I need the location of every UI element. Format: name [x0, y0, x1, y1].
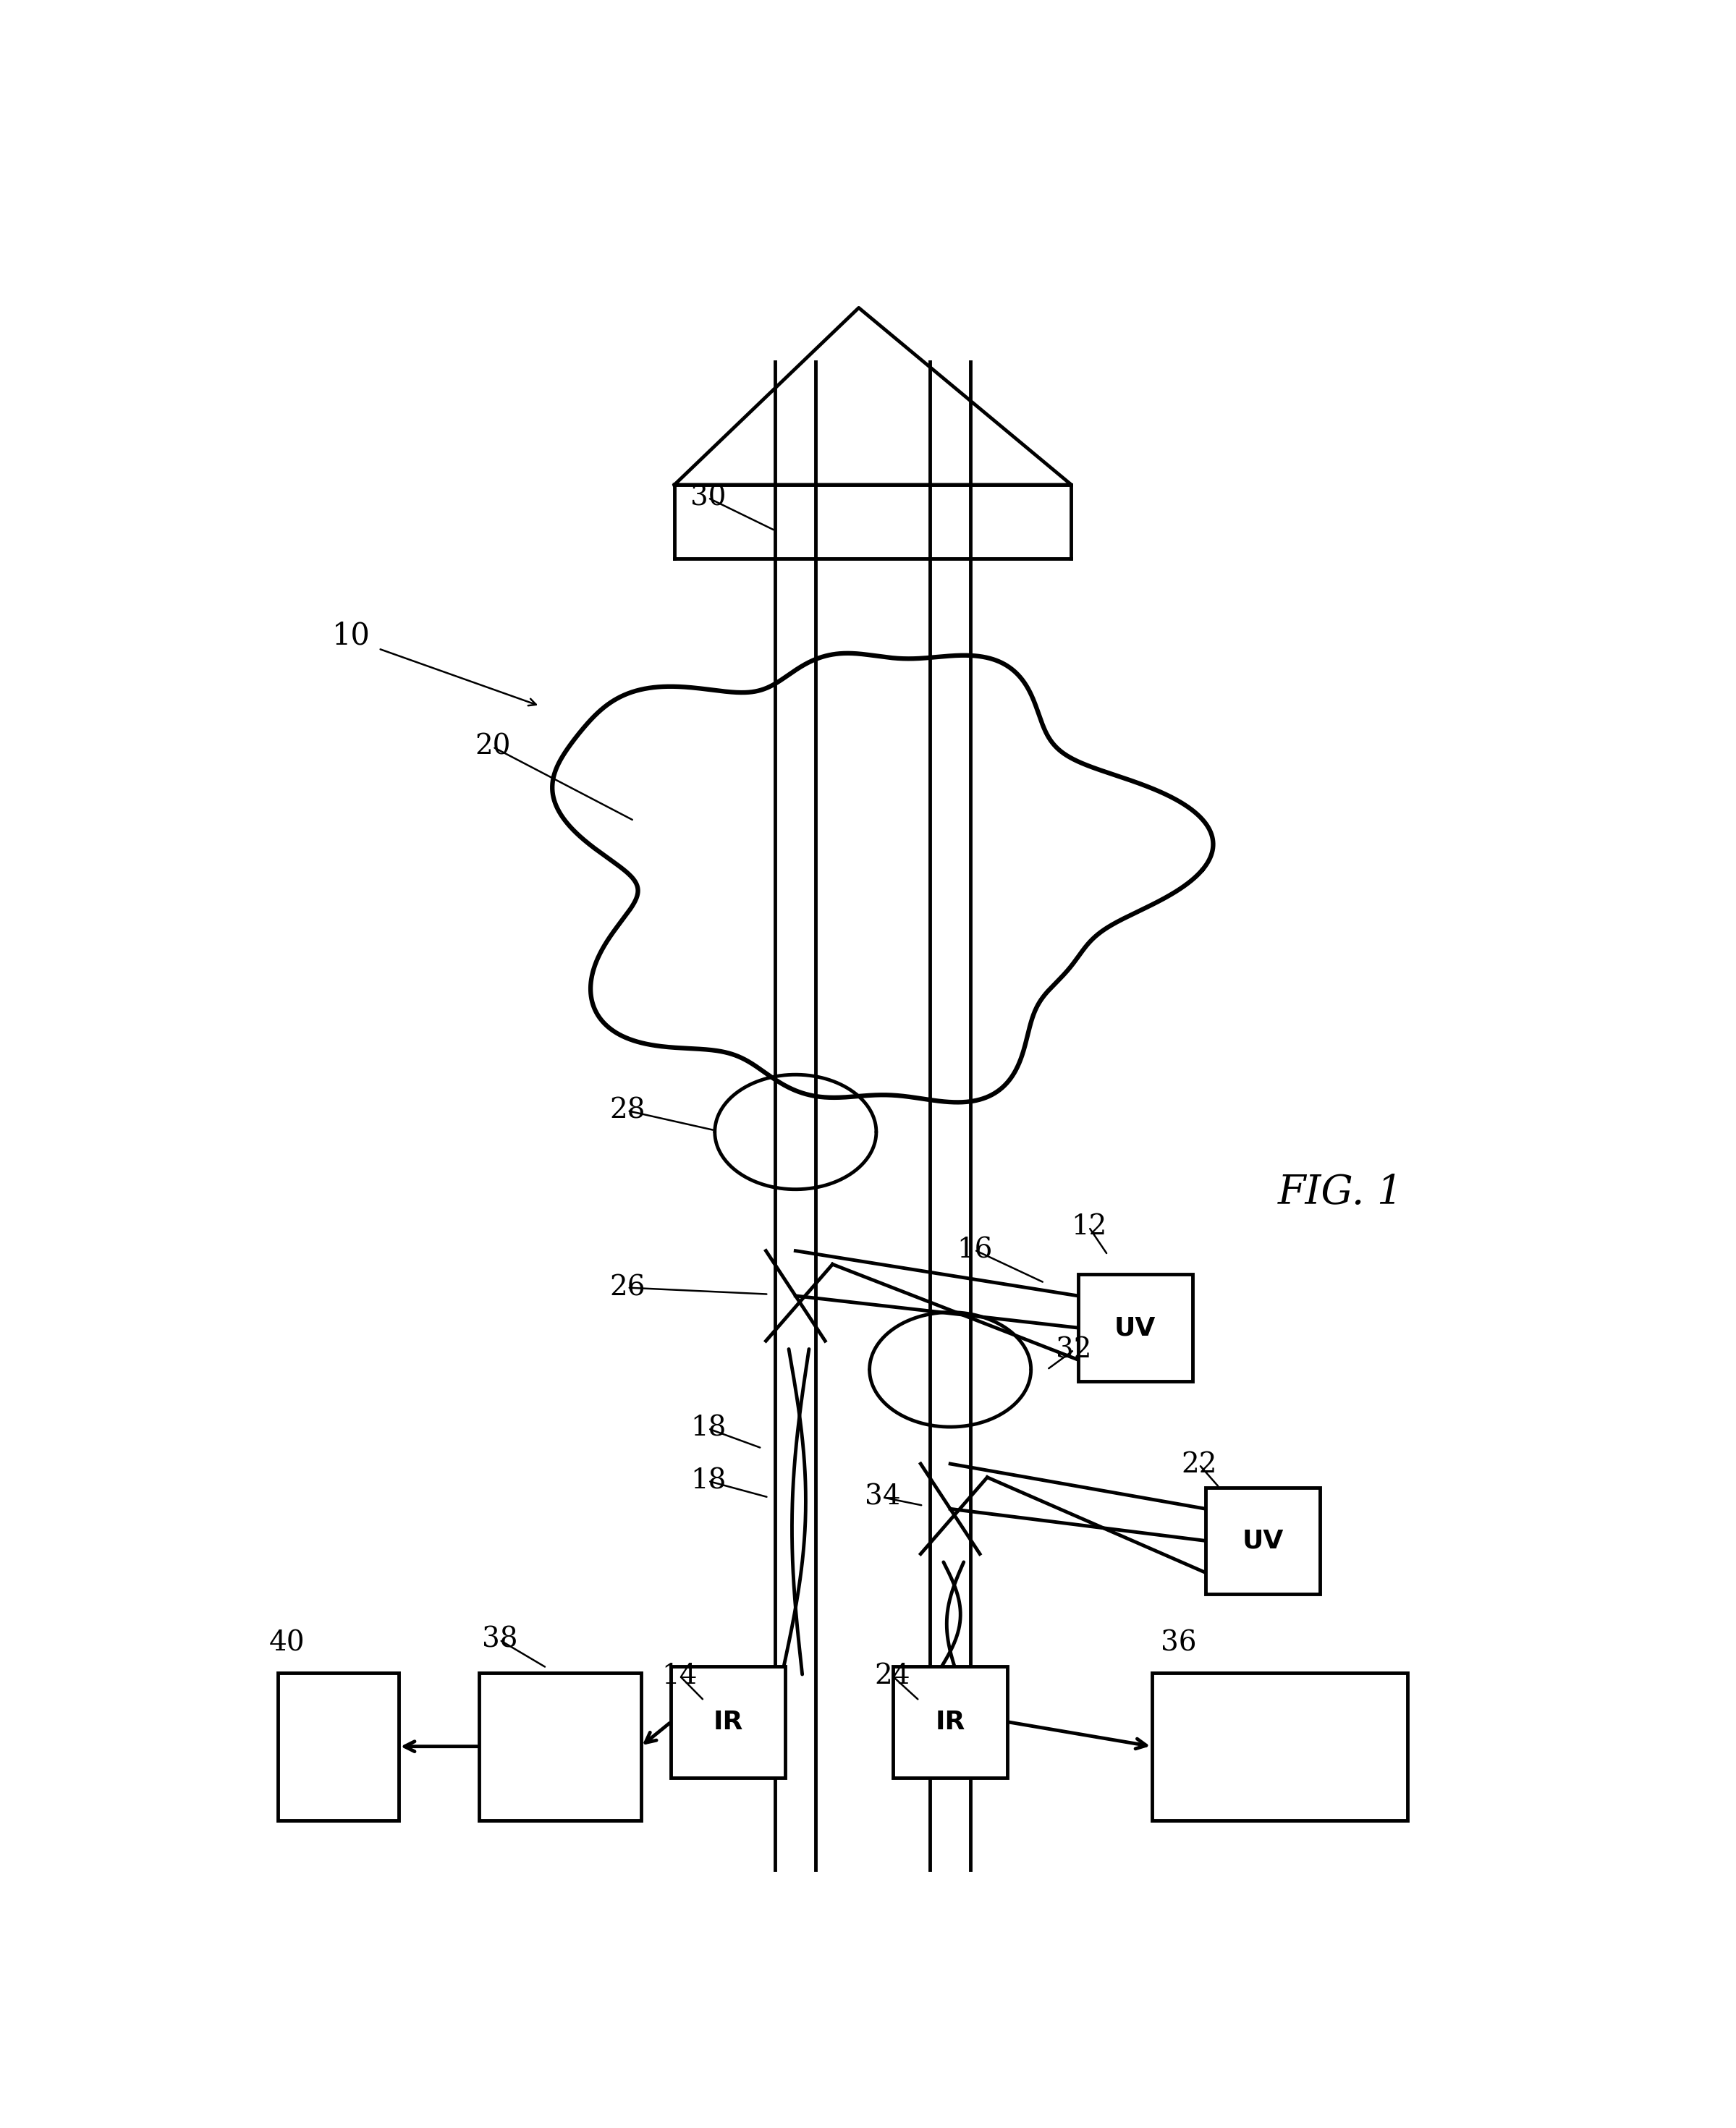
Text: 38: 38	[481, 1626, 517, 1653]
Bar	[1207, 1487, 1319, 1594]
Text: 36: 36	[1161, 1630, 1196, 1656]
Text: 28: 28	[609, 1098, 646, 1124]
Text: UV: UV	[1115, 1315, 1156, 1341]
Bar	[1153, 1673, 1408, 1819]
Text: 34: 34	[865, 1483, 901, 1511]
Text: 14: 14	[661, 1662, 698, 1690]
Text: 20: 20	[476, 734, 510, 760]
Text: 16: 16	[957, 1236, 993, 1264]
Text: 22: 22	[1180, 1451, 1217, 1479]
Text: IR: IR	[936, 1709, 965, 1734]
Text: 10: 10	[332, 619, 372, 651]
Text: IR: IR	[713, 1709, 743, 1734]
Text: 12: 12	[1071, 1213, 1106, 1241]
Text: 18: 18	[691, 1468, 726, 1494]
Text: 30: 30	[691, 485, 726, 511]
Bar	[672, 1666, 785, 1777]
Text: 18: 18	[691, 1415, 726, 1443]
Bar	[1078, 1275, 1193, 1381]
Text: 32: 32	[1055, 1336, 1092, 1364]
Bar	[892, 1666, 1007, 1777]
Text: UV: UV	[1243, 1528, 1285, 1553]
Text: 40: 40	[269, 1630, 306, 1656]
Text: FIG. 1: FIG. 1	[1278, 1173, 1403, 1213]
Text: 24: 24	[875, 1662, 910, 1690]
Bar	[479, 1673, 641, 1819]
Text: 26: 26	[609, 1275, 646, 1300]
Bar	[278, 1673, 399, 1819]
